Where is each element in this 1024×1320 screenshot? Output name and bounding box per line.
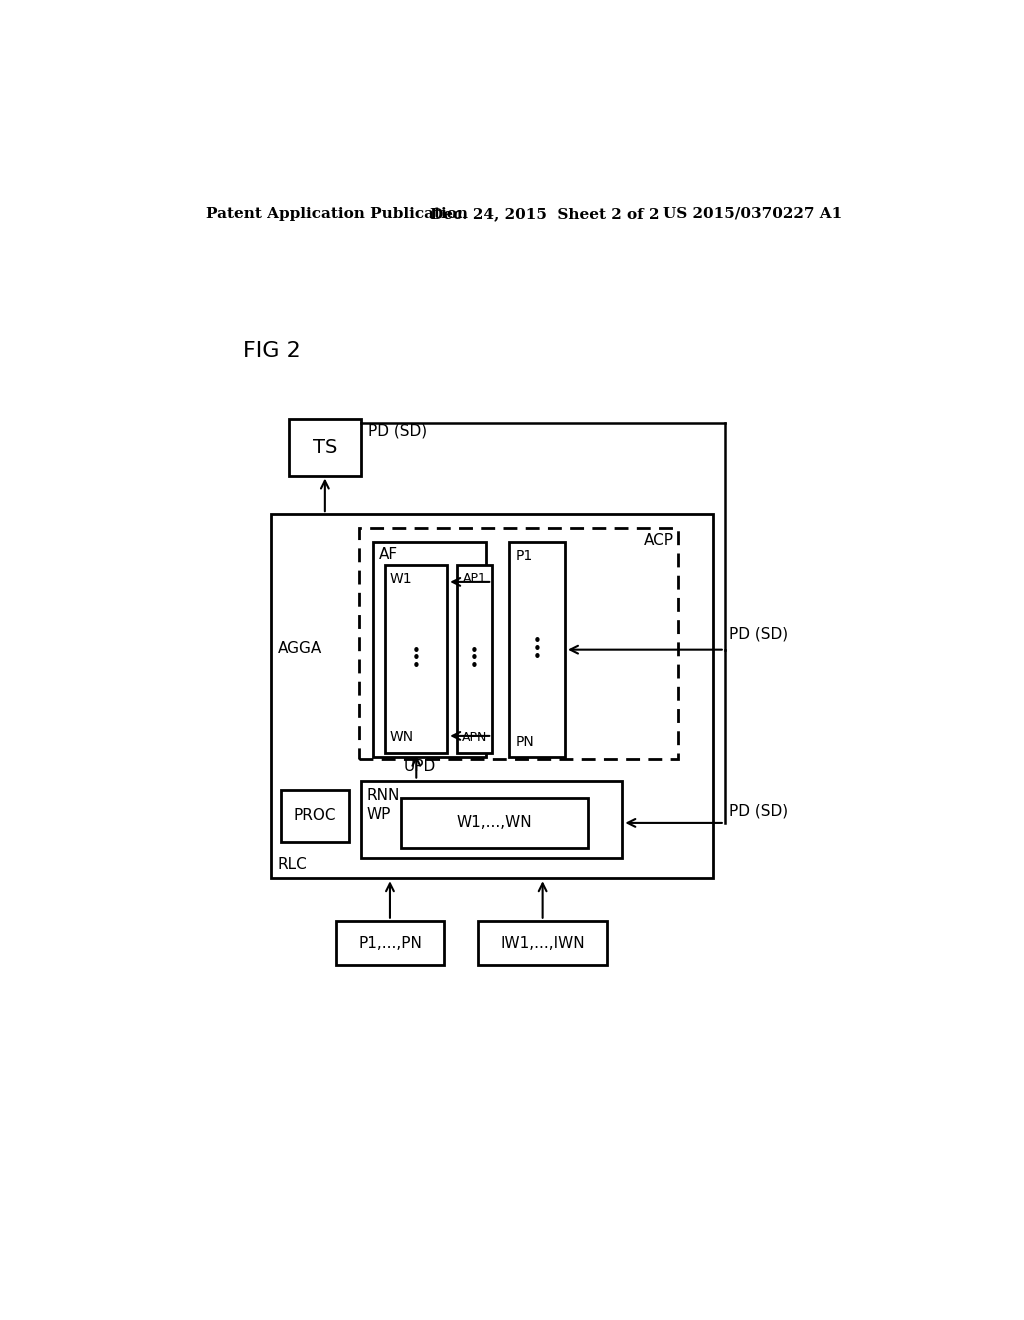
Bar <box>385 565 447 752</box>
Text: •: • <box>412 651 421 667</box>
Text: W1,...,WN: W1,...,WN <box>457 816 532 830</box>
Bar <box>509 543 565 758</box>
Text: IW1,...,IWN: IW1,...,IWN <box>501 936 585 950</box>
Text: P1: P1 <box>515 549 532 562</box>
Text: Patent Application Publication: Patent Application Publication <box>206 207 468 220</box>
Bar <box>359 528 678 759</box>
Text: •: • <box>412 644 421 659</box>
Text: PD (SD): PD (SD) <box>729 804 788 818</box>
Bar <box>271 515 713 878</box>
Text: AF: AF <box>379 546 398 562</box>
Text: PN: PN <box>515 735 535 748</box>
Text: AP1: AP1 <box>463 573 486 585</box>
Bar <box>360 780 623 858</box>
Text: W1: W1 <box>390 572 413 586</box>
Text: US 2015/0370227 A1: US 2015/0370227 A1 <box>663 207 842 220</box>
Text: •: • <box>470 651 479 667</box>
Text: •: • <box>532 649 542 665</box>
Text: •: • <box>532 642 542 657</box>
Text: FIG 2: FIG 2 <box>243 341 300 360</box>
Bar <box>478 921 607 965</box>
Text: APN: APN <box>462 731 487 744</box>
Text: RNN: RNN <box>367 788 400 804</box>
Text: ACP: ACP <box>644 533 674 548</box>
Text: PROC: PROC <box>294 808 337 824</box>
Text: TS: TS <box>312 438 337 457</box>
Text: Dec. 24, 2015  Sheet 2 of 2: Dec. 24, 2015 Sheet 2 of 2 <box>430 207 659 220</box>
Bar <box>336 921 444 965</box>
Bar <box>373 543 486 758</box>
Bar <box>457 565 493 752</box>
Text: PD (SD): PD (SD) <box>729 627 788 642</box>
Bar <box>282 789 349 842</box>
Text: •: • <box>470 644 479 659</box>
Text: AGGA: AGGA <box>278 642 322 656</box>
Bar <box>400 797 589 849</box>
Text: P1,...,PN: P1,...,PN <box>358 936 422 950</box>
Text: UPD: UPD <box>404 759 436 775</box>
Text: RLC: RLC <box>278 857 307 873</box>
Text: WN: WN <box>390 730 414 744</box>
Text: •: • <box>412 659 421 675</box>
Text: WP: WP <box>367 807 391 822</box>
Text: •: • <box>470 659 479 675</box>
Text: PD (SD): PD (SD) <box>369 424 427 438</box>
Bar <box>289 418 360 475</box>
Text: •: • <box>532 635 542 649</box>
